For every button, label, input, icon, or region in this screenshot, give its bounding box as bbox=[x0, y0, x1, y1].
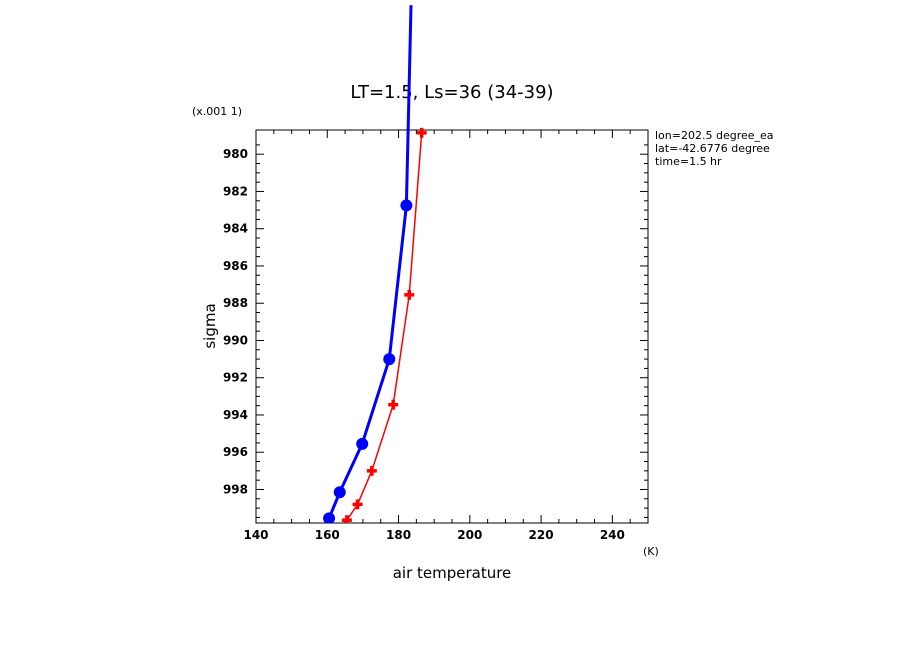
series-line-1 bbox=[346, 132, 423, 521]
y-scale-note: (x.001 1) bbox=[192, 105, 242, 118]
y-tick-label: 990 bbox=[223, 333, 248, 347]
data-point bbox=[404, 289, 415, 300]
x-tick-label: 220 bbox=[529, 528, 554, 542]
x-unit-label: (K) bbox=[643, 545, 659, 558]
y-axis-title: sigma bbox=[201, 303, 219, 348]
info-time: time=1.5 hr bbox=[655, 155, 722, 168]
data-point bbox=[366, 465, 377, 476]
chart-title: LT=1.5, Ls=36 (34-39) bbox=[350, 82, 553, 103]
info-lon: lon=202.5 degree_ea bbox=[655, 129, 774, 142]
data-point bbox=[416, 127, 427, 138]
x-tick-label: 200 bbox=[457, 528, 482, 542]
y-tick-label: 982 bbox=[223, 184, 248, 198]
info-lat: lat=-42.6776 degree bbox=[655, 142, 770, 155]
x-axis-title: air temperature bbox=[393, 564, 512, 582]
data-point bbox=[333, 486, 346, 499]
y-axis: 980 982 984 986 988 990 992 994 996 998 bbox=[223, 144, 648, 518]
y-tick-label: 992 bbox=[223, 371, 248, 385]
plot-frame bbox=[255, 129, 649, 524]
y-tick-label: 984 bbox=[223, 222, 248, 236]
x-tick-label: 180 bbox=[386, 528, 411, 542]
y-tick-label: 996 bbox=[223, 445, 248, 459]
data-point bbox=[352, 499, 363, 510]
y-tick-label: 986 bbox=[223, 259, 248, 273]
x-axis: 140 160 180 200 220 240 bbox=[243, 130, 649, 542]
x-tick-label: 160 bbox=[315, 528, 340, 542]
y-tick-label: 998 bbox=[223, 482, 248, 496]
data-point bbox=[400, 199, 413, 212]
series-layer bbox=[323, 5, 427, 523]
data-point bbox=[323, 512, 336, 523]
x-tick-label: 140 bbox=[243, 528, 268, 542]
x-tick-label: 240 bbox=[600, 528, 625, 542]
y-tick-label: 980 bbox=[223, 147, 248, 161]
data-point bbox=[356, 437, 369, 450]
y-tick-label: 988 bbox=[223, 296, 248, 310]
data-point bbox=[383, 353, 396, 366]
y-tick-label: 994 bbox=[223, 408, 248, 422]
data-point bbox=[341, 515, 352, 523]
data-point bbox=[388, 399, 399, 410]
